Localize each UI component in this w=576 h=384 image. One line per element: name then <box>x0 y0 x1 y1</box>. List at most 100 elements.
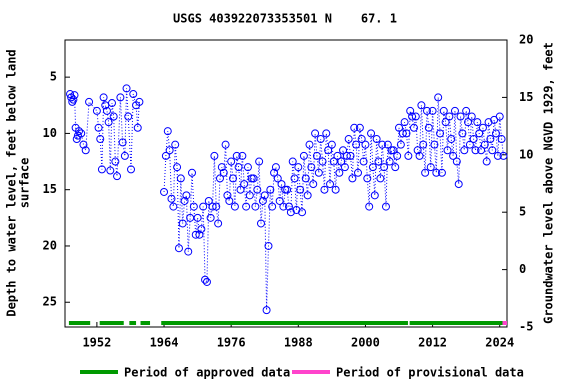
data-point <box>305 140 314 149</box>
y2-tick-label: 20 <box>519 33 533 47</box>
data-point <box>436 129 445 138</box>
data-point <box>225 196 234 205</box>
data-point <box>396 140 405 149</box>
data-point <box>320 185 329 194</box>
data-point <box>450 106 459 115</box>
y2-tick-label: 0 <box>519 262 526 276</box>
data-point <box>419 140 428 149</box>
data-point <box>286 208 295 217</box>
data-point <box>370 191 379 200</box>
data-point <box>452 157 461 166</box>
data-point <box>307 163 316 172</box>
data-point <box>215 174 224 183</box>
data-point <box>107 99 116 108</box>
data-point <box>284 202 293 211</box>
y2-tick-label: 15 <box>519 90 533 104</box>
data-point <box>271 163 280 172</box>
data-point <box>81 146 90 155</box>
data-point <box>493 151 502 160</box>
data-point <box>415 151 424 160</box>
data-point <box>337 157 346 166</box>
y2-tick-label: 10 <box>519 147 533 161</box>
data-point <box>214 219 223 228</box>
y2-tick-label: -5 <box>519 320 533 334</box>
data-point <box>445 112 454 121</box>
data-point <box>169 202 178 211</box>
data-point <box>217 163 226 172</box>
data-point <box>191 230 200 239</box>
data-point <box>135 97 144 106</box>
data-point <box>363 174 372 183</box>
data-point <box>279 202 288 211</box>
data-point <box>273 174 282 183</box>
data-point <box>234 163 243 172</box>
data-point <box>70 91 79 100</box>
data-point <box>238 151 247 160</box>
data-point <box>475 129 484 138</box>
data-point <box>395 123 404 132</box>
x-tick-label: 1988 <box>284 336 313 350</box>
data-point <box>372 135 381 144</box>
data-point <box>408 112 417 121</box>
y-tick-label: 5 <box>50 70 57 84</box>
data-point <box>72 135 81 144</box>
data-point <box>460 146 469 155</box>
data-point <box>197 225 206 234</box>
data-point <box>421 168 430 177</box>
y2-tick-label: 5 <box>519 205 526 219</box>
data-point <box>264 241 273 250</box>
data-point <box>383 140 392 149</box>
data-point <box>188 168 197 177</box>
data-point <box>376 174 385 183</box>
data-point <box>296 185 305 194</box>
data-point <box>184 247 193 256</box>
x-tick-label: 1964 <box>150 336 179 350</box>
data-point <box>193 213 202 222</box>
data-point <box>97 165 106 174</box>
data-point <box>312 151 321 160</box>
data-point <box>262 306 271 315</box>
data-point <box>189 202 198 211</box>
data-point <box>174 244 183 253</box>
data-point <box>180 196 189 205</box>
data-point <box>111 157 120 166</box>
data-point <box>380 163 389 172</box>
y-tick-label: 25 <box>43 295 57 309</box>
data-point <box>458 129 467 138</box>
data-point <box>176 174 185 183</box>
data-point <box>478 123 487 132</box>
data-point <box>161 151 170 160</box>
data-point <box>258 196 267 205</box>
data-point <box>270 168 279 177</box>
data-point <box>495 112 504 121</box>
data-point <box>430 140 439 149</box>
data-point <box>298 208 307 217</box>
data-point <box>454 180 463 189</box>
data-point <box>469 135 478 144</box>
data-point <box>361 140 370 149</box>
data-point <box>94 123 103 132</box>
data-point <box>456 112 465 121</box>
data-point <box>104 118 113 127</box>
data-point <box>339 146 348 155</box>
data-point <box>251 202 260 211</box>
data-point <box>322 129 331 138</box>
data-point <box>167 194 176 203</box>
data-point <box>402 129 411 138</box>
data-point <box>171 140 180 149</box>
data-point <box>85 97 94 106</box>
data-point <box>133 123 142 132</box>
data-point <box>120 151 129 160</box>
data-point <box>499 151 508 160</box>
data-point <box>355 123 364 132</box>
legend-label: Period of provisional data <box>336 366 524 380</box>
data-point <box>212 202 221 211</box>
y-axis-label: surface <box>18 158 32 209</box>
data-point <box>367 129 376 138</box>
data-point <box>398 129 407 138</box>
data-point <box>77 129 86 138</box>
data-point <box>413 146 422 155</box>
data-point <box>178 219 187 228</box>
data-point <box>102 106 111 115</box>
data-point <box>206 213 215 222</box>
